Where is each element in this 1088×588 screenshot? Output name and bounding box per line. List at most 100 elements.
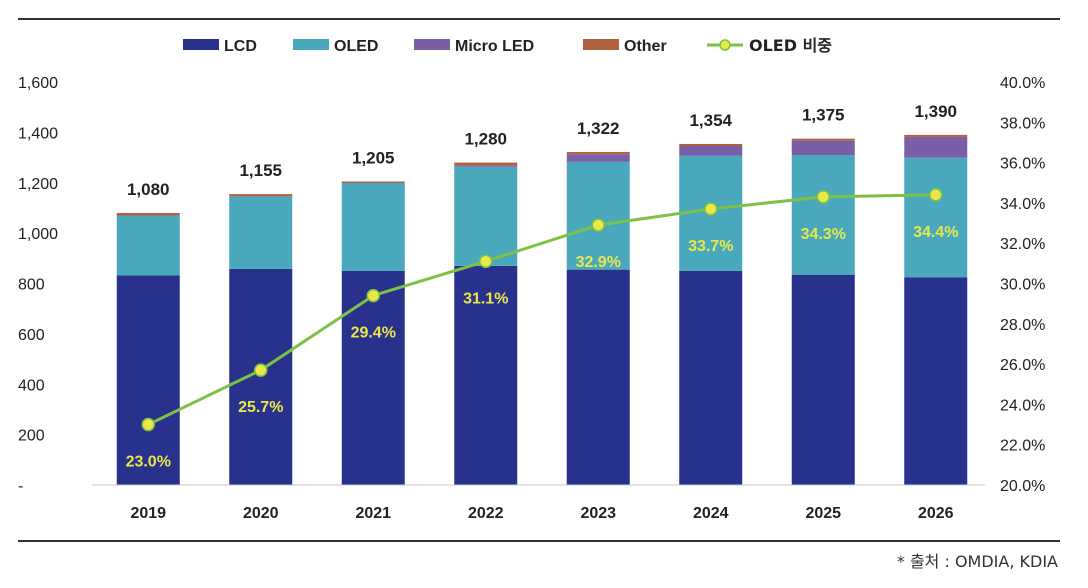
bar-segment-oled xyxy=(904,157,968,278)
total-label: 1,390 xyxy=(914,102,957,121)
x-tick-label: 2025 xyxy=(805,505,841,522)
right-tick-label: 22.0% xyxy=(1000,438,1045,455)
oled-share-label: 32.9% xyxy=(576,254,621,271)
left-tick-label: 200 xyxy=(18,428,45,445)
bar-segment-oled xyxy=(566,161,630,270)
bars xyxy=(116,134,968,485)
left-tick-label: 800 xyxy=(18,277,45,294)
bar-segment-lcd xyxy=(566,269,630,485)
total-label: 1,280 xyxy=(464,130,507,149)
x-tick-labels: 2019 2020 2021 2022 2023 2024 2025 2026 xyxy=(130,505,953,522)
left-tick-label: 1,200 xyxy=(18,176,58,193)
oled-share-label: 25.7% xyxy=(238,399,283,416)
bar-segment-other xyxy=(904,134,968,137)
legend-swatch xyxy=(293,39,329,50)
bar-segment-micro-led xyxy=(454,165,518,167)
right-tick-label: 34.0% xyxy=(1000,196,1045,213)
oled-share-point xyxy=(704,202,718,216)
bar-segment-oled xyxy=(229,196,293,269)
x-tick-label: 2023 xyxy=(580,505,616,522)
bar-segment-other xyxy=(341,181,405,184)
right-tick-label: 24.0% xyxy=(1000,397,1045,414)
left-tick-label: 1,600 xyxy=(18,75,58,92)
x-tick-label: 2020 xyxy=(243,505,279,522)
oled-share-label: 34.3% xyxy=(801,226,846,243)
total-label: 1,080 xyxy=(127,180,170,199)
oled-share-point xyxy=(479,254,493,269)
oled-share-point xyxy=(929,188,943,202)
x-tick-label: 2019 xyxy=(130,505,166,522)
bar-segment-other xyxy=(454,162,518,166)
left-tick-label: 1,400 xyxy=(18,125,58,142)
total-label: 1,205 xyxy=(352,148,395,167)
oled-share-label: 23.0% xyxy=(126,454,171,471)
right-tick-label: 38.0% xyxy=(1000,115,1045,132)
right-tick-label: 20.0% xyxy=(1000,478,1045,495)
bar-segment-lcd xyxy=(791,274,855,485)
x-tick-label: 2026 xyxy=(918,505,954,522)
oled-share-polyline xyxy=(147,193,936,426)
bar-segment-other xyxy=(116,212,180,216)
bar-segment-oled xyxy=(116,215,180,276)
bar-segment-oled xyxy=(341,183,405,271)
source-note: * 출처 : OMDIA, KDIA xyxy=(896,552,1058,571)
right-axis: 20.0% 22.0% 24.0% 26.0% 28.0% 30.0% 32.0% 34.0%… xyxy=(1000,75,1045,495)
legend-label: OLED 비중 xyxy=(749,36,832,55)
bar-segment-micro-led xyxy=(904,136,968,158)
x-tick-label: 2022 xyxy=(468,505,504,522)
right-tick-label: 30.0% xyxy=(1000,277,1045,294)
total-labels: 1,080 1,155 1,205 1,280 1,322 1,354 1,375 1,390 xyxy=(127,102,957,199)
top-rule xyxy=(18,18,1060,20)
oled-share-point xyxy=(816,190,830,204)
left-tick-label: 400 xyxy=(18,377,45,394)
legend: LCD OLED Micro LED Other OLED 비중 xyxy=(183,36,832,55)
oled-share-label: 33.7% xyxy=(688,238,733,255)
right-tick-label: 40.0% xyxy=(1000,75,1045,92)
bar-segment-oled xyxy=(791,155,855,275)
legend-swatch xyxy=(583,39,619,50)
oled-share-point xyxy=(366,288,380,303)
left-tick-label: 1,000 xyxy=(18,226,58,243)
bar-segment-lcd xyxy=(116,275,180,485)
legend-line-marker xyxy=(719,39,731,51)
legend-label: Micro LED xyxy=(455,38,534,55)
bar-segment-lcd xyxy=(341,270,405,485)
oled-share-line: 23.0% 25.7% 29.4% 31.1% 32.9% 33.7% 34.3% 34.4% xyxy=(126,188,958,471)
bar-segment-oled xyxy=(454,166,518,266)
x-tick-label: 2021 xyxy=(355,505,391,522)
right-tick-label: 28.0% xyxy=(1000,317,1045,334)
bar-segment-micro-led xyxy=(791,140,855,156)
legend-swatch xyxy=(414,39,450,50)
bar-segment-micro-led xyxy=(679,145,743,156)
bar-segment-lcd xyxy=(229,268,293,485)
right-tick-label: 32.0% xyxy=(1000,236,1045,253)
bar-segment-other xyxy=(791,138,855,141)
bar-segment-lcd xyxy=(679,270,743,485)
total-label: 1,375 xyxy=(802,106,845,125)
total-label: 1,322 xyxy=(577,119,620,138)
bar-segment-lcd xyxy=(904,277,968,485)
bar-segment-lcd xyxy=(454,265,518,485)
x-tick-label: 2024 xyxy=(693,505,729,522)
left-tick-label: 600 xyxy=(18,327,45,344)
legend-label: LCD xyxy=(224,38,257,55)
bar-segment-other xyxy=(566,152,630,155)
oled-share-point xyxy=(591,218,605,232)
oled-share-label: 34.4% xyxy=(913,224,958,241)
oled-share-point xyxy=(254,363,268,377)
left-axis: - 200 400 600 800 1,000 1,200 1,400 1,600 xyxy=(18,75,58,495)
legend-label: OLED xyxy=(334,38,378,55)
oled-share-label: 31.1% xyxy=(463,290,508,307)
bar-segment-micro-led xyxy=(566,154,630,162)
legend-swatch xyxy=(183,39,219,50)
bar-segment-other xyxy=(679,143,743,146)
left-tick-label: - xyxy=(18,478,23,495)
bar-segment-other xyxy=(229,194,293,197)
oled-share-point xyxy=(141,417,155,432)
right-tick-label: 36.0% xyxy=(1000,156,1045,173)
oled-share-label: 29.4% xyxy=(351,325,396,342)
total-label: 1,354 xyxy=(689,111,732,130)
total-label: 1,155 xyxy=(239,161,282,180)
bottom-rule xyxy=(18,540,1060,542)
